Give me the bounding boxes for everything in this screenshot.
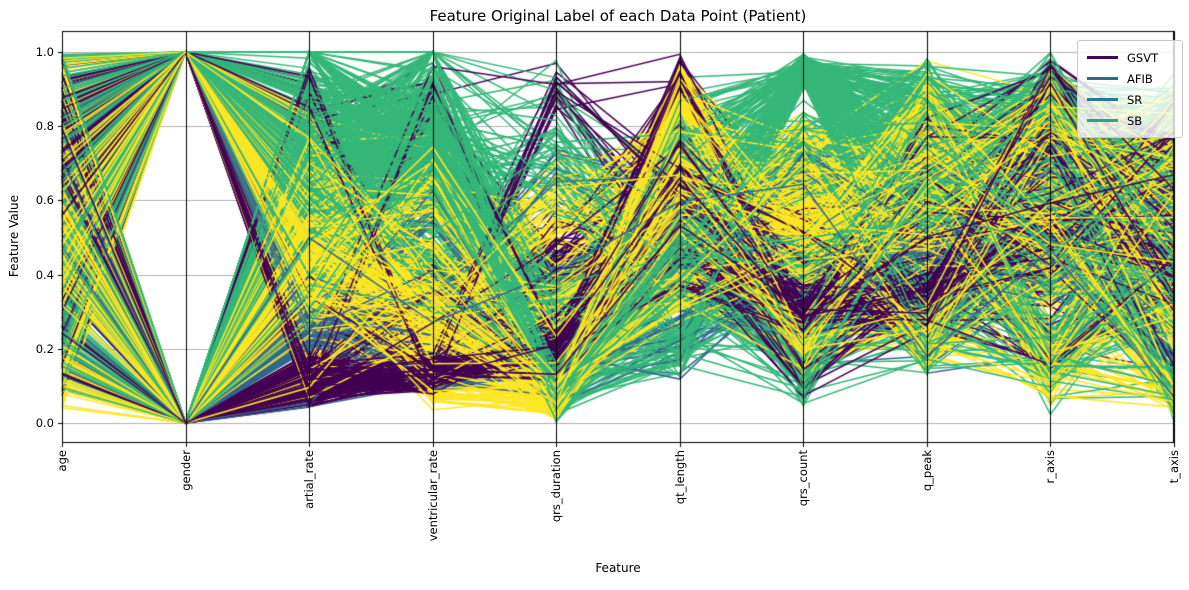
x-tick-label-qt_length: qt_length [672,450,687,505]
x-tick-label-t_axis: t_axis [1167,450,1181,484]
chart-title: Feature Original Label of each Data Poin… [429,7,807,25]
legend-line-swatch [1087,98,1118,101]
x-axis-label: Feature [595,561,641,575]
y-tick-label-1.0: 1.0 [35,45,54,59]
legend-label: SB [1127,113,1143,128]
y-tick-label-0.6: 0.6 [35,193,54,208]
legend-label: AFIB [1127,71,1153,86]
legend-entry-SR: SR [1087,89,1173,110]
legend-line-swatch [1087,56,1118,59]
x-tick-label-q_peak: q_peak [919,450,934,492]
x-tick-label-r_axis: r_axis [1043,450,1058,484]
legend-line-swatch [1087,119,1118,122]
y-tick-label-0.4: 0.4 [35,267,54,282]
legend: GSVT AFIB SR SB [1077,40,1183,138]
legend-entry-SB: SB [1087,110,1173,131]
x-tick-label-ventricular_rate: ventricular_rate [425,450,440,542]
y-axis-label: Feature Value [7,195,21,278]
x-tick-label-gender: gender [178,450,193,491]
x-tick-label-artial_rate: artial_rate [302,450,317,509]
x-tick-label-age: age [55,450,69,472]
legend-entry-AFIB: AFIB [1087,68,1173,89]
legend-entry-GSVT: GSVT [1087,47,1173,68]
y-tick-label-0.0: 0.0 [35,416,54,430]
y-tick-label-0.8: 0.8 [35,119,54,134]
legend-label: GSVT [1127,50,1159,65]
legend-label: SR [1127,92,1143,107]
x-tick-label-qrs_duration: qrs_duration [549,450,564,523]
y-tick-label-0.2: 0.2 [35,341,54,356]
legend-line-swatch [1087,77,1118,80]
x-tick-label-qrs_count: qrs_count [796,450,811,507]
